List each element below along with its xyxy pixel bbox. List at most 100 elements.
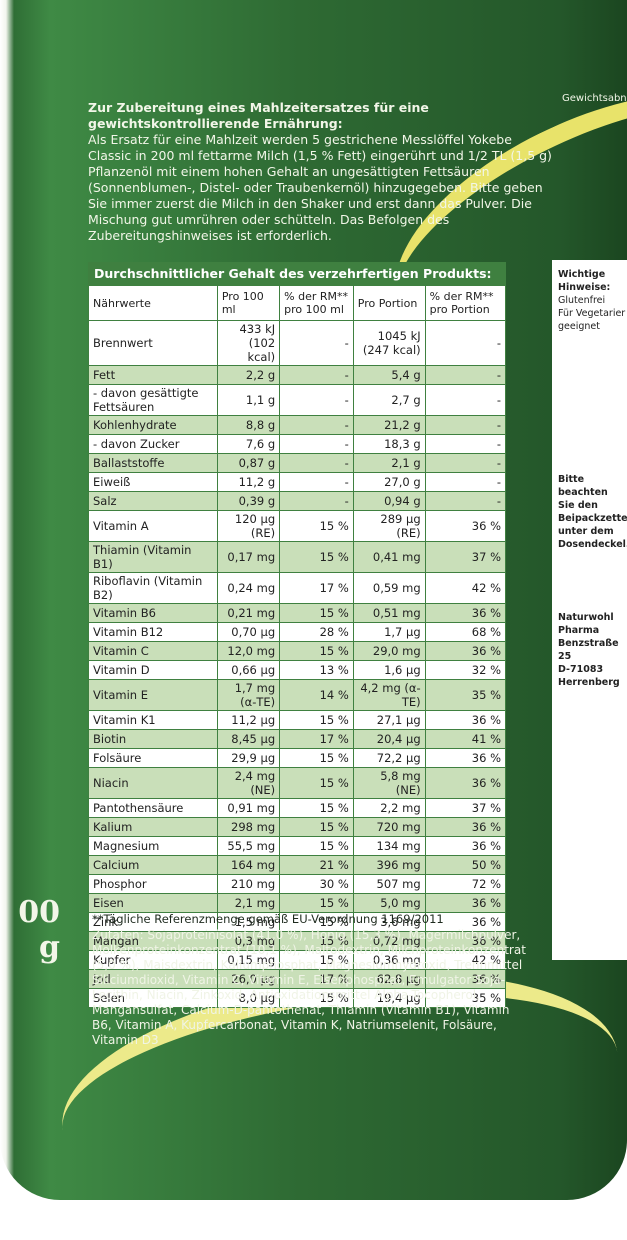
table-cell: 37 % [424, 541, 507, 573]
table-row: Calcium 164 mg 21 % 396 mg 50 % [88, 855, 507, 875]
table-cell: 1,6 µg [352, 660, 426, 680]
table-row: Pantothensäure 0,91 mg 15 % 2,2 mg 37 % [88, 798, 507, 818]
table-row: Thiamin (Vitamin B1) 0,17 mg 15 % 0,41 mg 37… [88, 541, 507, 573]
preparation: Zur Zubereitung eines Mahlzeitersatzes f… [88, 100, 558, 244]
table-row: - davon gesättigte Fettsäuren 1,1 g -2,7 g… [88, 384, 507, 416]
table-cell: Calcium [88, 855, 218, 875]
table-cell: 0,17 mg [216, 541, 281, 573]
table-row: Brennwert 433 kJ (102 kcal) -1045 kJ (247 … [88, 320, 507, 366]
table-cell: Biotin [88, 729, 218, 749]
table-cell: 15 % [279, 893, 354, 913]
table-cell: 5,8 mg (NE) [352, 767, 426, 799]
table-cell: 210 mg [216, 874, 281, 894]
table-title: Durchschnittlicher Gehalt des verzehrfer… [88, 262, 506, 285]
table-cell: Vitamin C [88, 641, 218, 661]
table-cell: 15 % [279, 541, 354, 573]
table-row: Eisen 2,1 mg 15 % 5,0 mg 36 % [88, 893, 507, 913]
table-cell: 29,0 mg [352, 641, 426, 661]
table-row: Kohlenhydrate 8,8 g -21,2 g- [88, 415, 507, 435]
table-cell: 17 % [279, 729, 354, 749]
table-cell: 11,2 g [216, 472, 281, 492]
table-cell: Fett [88, 365, 218, 385]
table-cell: 15 % [279, 988, 354, 1008]
table-row: Ballaststoffe 0,87 g -2,1 g- [88, 453, 507, 473]
column-header: Pro Portion [352, 285, 426, 321]
table-cell: 7,6 g [216, 434, 281, 454]
table-cell: 1,1 g [216, 384, 281, 416]
company-line: Naturwohl Pharma [558, 612, 614, 636]
table-cell: Vitamin A [88, 510, 218, 542]
table-cell: Kohlenhydrate [88, 415, 218, 435]
table-row: Zink 1,5 mg 15 % 3,6 mg 36 % [88, 912, 507, 932]
table-cell: 507 mg [352, 874, 426, 894]
table-row: Eiweiß 11,2 g -27,0 g- [88, 472, 507, 492]
table-cell: 27,0 g [352, 472, 426, 492]
header-row: Nährwerte Pro 100 ml% der RM** pro 100 ml… [88, 285, 507, 321]
table-cell: 2,1 mg [216, 893, 281, 913]
table-cell: - [424, 415, 507, 435]
table-cell: 1045 kJ (247 kcal) [352, 320, 426, 366]
table-cell: 35 % [424, 988, 507, 1008]
table-row: Kupfer 0,15 mg 15 % 0,36 mg 42 % [88, 950, 507, 970]
table-cell: Ballaststoffe [88, 453, 218, 473]
table-cell: 0,94 g [352, 491, 426, 511]
column-header: Pro 100 ml [216, 285, 281, 321]
table-row: Salz 0,39 g -0,94 g- [88, 491, 507, 511]
table-cell: 4,2 mg (α-TE) [352, 679, 426, 711]
table-row: Folsäure 29,9 µg 15 % 72,2 µg 36 % [88, 748, 507, 768]
table-row: Biotin 8,45 µg 17 % 20,4 µg 41 % [88, 729, 507, 749]
table-cell: 26,0 µg [216, 969, 281, 989]
leaflet: Bitte beachten Sie den Beipackzettel unt… [558, 474, 627, 550]
table-cell: 2,1 g [352, 453, 426, 473]
table-cell: 36 % [424, 510, 507, 542]
column-header: % der RM** pro Portion [424, 285, 507, 321]
table-cell: 15 % [279, 710, 354, 730]
table-cell: 0,91 mg [216, 798, 281, 818]
table-row: Riboflavin (Vitamin B2) 0,24 mg 17 % 0,59 m… [88, 572, 507, 604]
table-cell: 14 % [279, 679, 354, 711]
table-cell: - [424, 434, 507, 454]
table-cell: 19,4 µg [352, 988, 426, 1008]
table-cell: 2,7 g [352, 384, 426, 416]
table-cell: 2,2 mg [352, 798, 426, 818]
table-cell: 17 % [279, 969, 354, 989]
table-cell: 0,15 mg [216, 950, 281, 970]
table-cell: 0,87 g [216, 453, 281, 473]
table-cell: Salz [88, 491, 218, 511]
table-cell: 35 % [424, 679, 507, 711]
table-cell: - davon Zucker [88, 434, 218, 454]
table-cell: 5,4 g [352, 365, 426, 385]
table-cell: 0,70 µg [216, 622, 281, 642]
table-cell: - davon gesättigte Fettsäuren [88, 384, 218, 416]
table-row: Vitamin C 12,0 mg 15 % 29,0 mg 36 % [88, 641, 507, 661]
side-right-top: Gewichtsabnahme [562, 92, 627, 105]
table-cell: Vitamin K1 [88, 710, 218, 730]
table-cell: 15 % [279, 641, 354, 661]
table-cell: 41 % [424, 729, 507, 749]
table-row: Vitamin E 1,7 mg (α-TE) 14 % 4,2 mg (α-TE) 3… [88, 679, 507, 711]
column-header: % der RM** pro 100 ml [279, 285, 354, 321]
table-cell: Eiweiß [88, 472, 218, 492]
table-cell: 2,2 g [216, 365, 281, 385]
table-row: Fett 2,2 g -5,4 g- [88, 365, 507, 385]
table-cell: 27,1 µg [352, 710, 426, 730]
table-body: Brennwert 433 kJ (102 kcal) -1045 kJ (247 … [88, 320, 507, 1008]
table-cell: 433 kJ (102 kcal) [216, 320, 281, 366]
table-cell: - [424, 453, 507, 473]
notes-title: Wichtige Hinweise: [558, 269, 611, 293]
table-cell: Vitamin B6 [88, 603, 218, 623]
table-cell: Pantothensäure [88, 798, 218, 818]
table-cell: 21,2 g [352, 415, 426, 435]
table-cell: 36 % [424, 767, 507, 799]
table-cell: 720 mg [352, 817, 426, 837]
table-cell: 0,24 mg [216, 572, 281, 604]
table-cell: - [424, 472, 507, 492]
table-cell: 12,0 mg [216, 641, 281, 661]
table-cell: 0,72 mg [352, 931, 426, 951]
table-cell: 15 % [279, 798, 354, 818]
table-cell: - [279, 384, 354, 416]
table-cell: - [279, 472, 354, 492]
company-line: Benzstraße 25 [558, 638, 619, 662]
table-cell: - [279, 415, 354, 435]
